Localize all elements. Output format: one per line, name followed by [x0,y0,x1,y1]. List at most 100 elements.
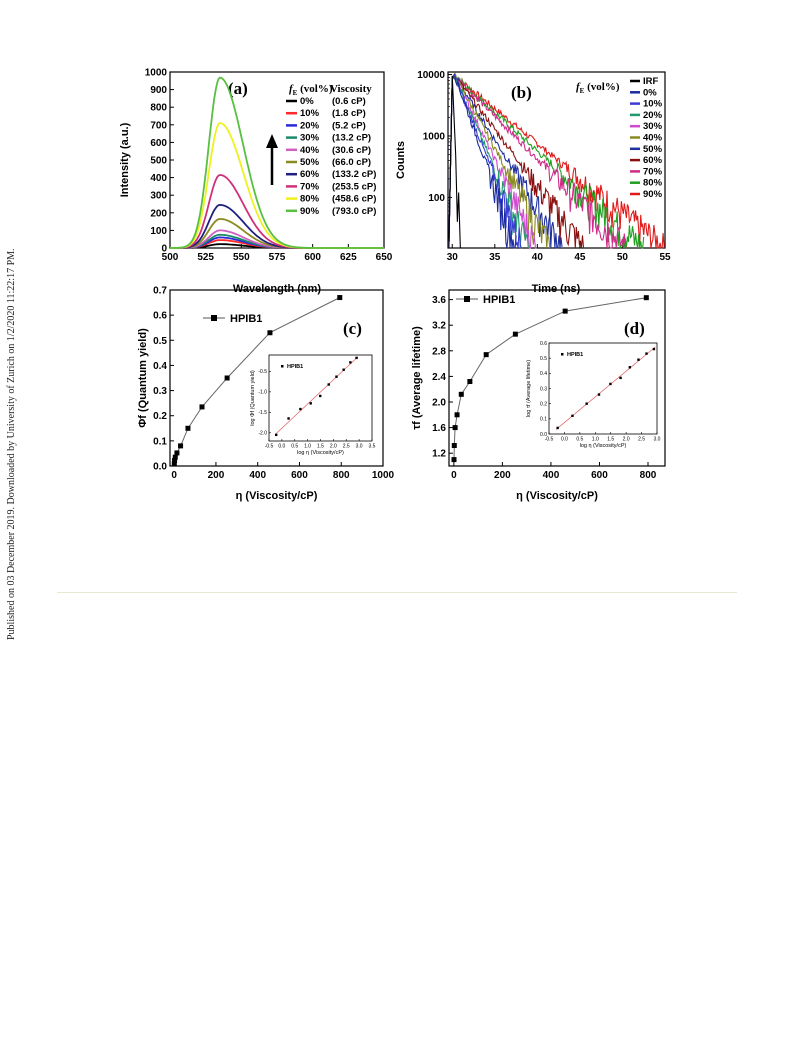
panel-b-x-tick-label: 45 [574,252,586,263]
panel-d-inset-y-tick-label: 0.6 [540,341,547,347]
panel-d-inset-x-tick-label: 3.0 [654,437,661,443]
download-watermark: Published on 03 December 2019. Downloade… [6,248,17,640]
panel-b-x-axis-label: Time (ns) [532,283,581,295]
panel-c-x-tick-label: 200 [208,470,225,481]
panel-a-y-tick-label: 100 [150,226,167,237]
panel-d-x-tick-label: 0 [451,470,457,481]
panel-a-label: (a) [228,79,248,98]
panel-b-series-40pct [448,72,551,249]
panel-a-legend-entry: 40% [300,145,320,156]
panel-c-inset-x-tick-label: 1.0 [304,444,311,450]
panel-c-inset-y-tick-label: -1.5 [258,410,267,416]
panel-d-inset-legend-marker [561,353,564,356]
panel-b-series-30pct [448,76,537,249]
panel-d-inset-data-point [645,352,648,355]
panel-a-legend-viscosity: (0.6 cP) [332,96,366,107]
panel-d-inset-x-tick-label: 2.5 [638,437,645,443]
panel-b-x-tick-label: 40 [532,252,544,263]
panel-c-data-point [185,425,191,431]
panel-c-inset-data-point [319,394,322,398]
panel-b-x-tick-label: 50 [617,252,629,263]
panel-a-series-90pct [170,76,384,249]
panel-d-y-tick-label: 1.2 [432,449,446,460]
panel-d-inset-x-tick-label: 2.0 [623,437,630,443]
panel-d-y-tick-label: 3.2 [432,321,446,332]
panel-a-legend-viscosity: (458.6 cP) [332,194,376,205]
panel-d-chart: 0 200 400 600 800 1.2 1.6 2.0 2.4 2.8 3.2 3.6 η (Vis… [411,289,666,502]
panel-c-inset-y-axis-label: log Φf (Quantum yield) [250,370,256,426]
panel-a-legend-viscosity: (253.5 cP) [332,181,376,192]
panel-a-legend-entry: 50% [300,157,320,168]
panel-a-legend-viscosity: (13.2 cP) [332,133,371,144]
panel-b-legend-entry: 10% [643,99,663,110]
panel-d-inset-y-tick-label: 0.2 [540,401,547,407]
panel-d-legend-label: HPIB1 [483,294,515,306]
panel-b-y-tick-label: 100 [428,193,445,204]
panel-c-data-point [171,461,177,467]
panel-b-y-tick-label: 10000 [417,70,445,81]
panel-c-inset-frame [268,354,373,442]
panel-c-legend-marker [211,315,217,321]
panel-b-y-tick-label: 1000 [423,131,446,142]
panel-b-x-tick-label: 55 [659,252,671,263]
panel-a-y-tick-label: 0 [161,244,167,255]
panel-a-legend-entry: 30% [300,133,320,144]
panel-b-legend-entry: 60% [643,155,663,166]
panel-c-inset-data-point [299,407,302,411]
panel-c-y-tick-label: 0.6 [153,311,167,322]
panel-b-legend-entry: 20% [643,110,663,121]
panel-a-x-tick-label: 650 [376,252,393,263]
panel-d-inset-data-point [597,393,601,396]
panel-a-y-tick-label: 500 [150,156,167,167]
panel-a-y-tick-label: 800 [150,103,167,114]
panel-c-inset-x-tick-label: 1.5 [317,444,324,450]
panel-a-legend-entry: 0% [300,96,314,107]
download-watermark-text: Published on 03 December 2019. Downloade… [6,248,17,640]
panel-a-legend-entry: 70% [300,181,320,192]
panel-d-plot-frame [448,289,666,467]
panel-c-inset-x-tick-label: 0.5 [291,444,298,450]
panel-a-legend-viscosity: (5.2 cP) [332,120,366,131]
panel-d-data-point [562,308,568,314]
panel-d-inset-data-point [585,402,588,405]
panel-d-inset-y-tick-label: 0.0 [540,432,547,438]
panel-d-inset-y-tick-label: 0.1 [540,417,547,423]
panel-c-y-tick-label: 0.0 [153,462,167,473]
panel-a-y-axis-label: Intensity (a.u.) [119,122,131,197]
panel-c-inset-data-point [327,383,330,386]
panel-d-inset-y-axis-label: log τf (Average lifetime) [526,360,532,417]
panel-c-inset-legend-marker [281,365,284,368]
panel-c-inset-legend-label: HPIB1 [287,364,303,370]
panel-c-inset-x-axis-label: log η (Viscosity/cP) [297,450,344,456]
panel-a-y-tick-label: 300 [150,191,167,202]
panel-a-y-tick-label: 1000 [145,68,168,79]
panel-a-y-tick-label: 200 [150,208,167,219]
panel-c-inset-x-tick-label: 2.0 [330,444,337,450]
panel-d-inset-x-tick-label: -0.5 [545,437,554,443]
panel-c-inset-data-point [309,402,312,405]
panel-d-inset-x-tick-label: 0.0 [561,437,568,443]
panel-d-data-point [512,331,518,337]
panel-a-legend-entry: 80% [300,194,320,205]
panel-c-data-point [267,330,273,336]
panel-a-chart: 500 525 550 575 600 625 650 0 100 200 300 400 500 600… [119,68,393,296]
panel-a-legend-viscosity: (1.8 cP) [332,108,366,119]
panel-a-legend-entry: 60% [300,169,320,180]
panel-a-legend-entry: 20% [300,120,320,131]
panel-d-inset-data-point [652,347,656,351]
panel-c-inset-data-point [287,417,290,420]
panel-c-y-tick-label: 0.5 [153,336,167,347]
panel-b-label: (b) [511,83,532,102]
panel-b-legend-entry: 90% [643,189,663,200]
panel-c-y-axis-label: Φf (Quantum yield) [137,328,149,428]
panel-c-data-point [172,454,178,460]
panel-a-y-tick-label: 900 [150,85,167,96]
panel-d-series-line [453,297,647,460]
panel-a-y-tick-label: 400 [150,173,167,184]
panel-c-x-tick-label: 0 [171,470,177,481]
panel-c-inset-y-tick-label: -1.0 [258,390,267,396]
panel-b-legend-entry: 80% [643,178,663,189]
panel-a-x-tick-label: 575 [269,252,286,263]
panel-b-legend-entry: 70% [643,166,663,177]
panel-d-inset-data-point [571,414,574,417]
